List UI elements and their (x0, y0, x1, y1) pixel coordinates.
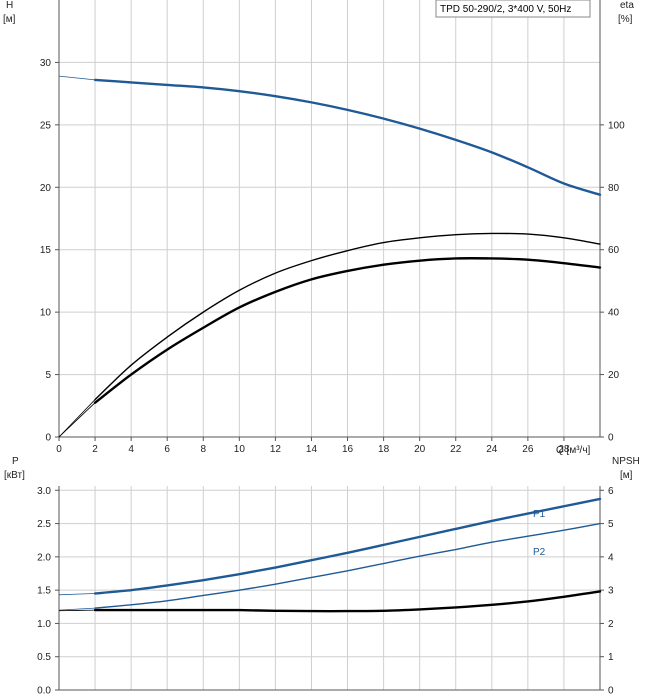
x-tick-label: 22 (450, 444, 462, 455)
y-right-tick-label: 1 (608, 652, 614, 663)
y-right-axis-label: NPSH (612, 456, 640, 467)
x-tick-label: 24 (486, 444, 498, 455)
y-right-tick-label: 0 (608, 686, 614, 697)
series-line (94, 232, 601, 401)
y-left-tick-label: 0.5 (37, 652, 51, 663)
series-line (93, 497, 602, 595)
y-left-tick-label: 3.0 (37, 486, 51, 497)
series-line (93, 78, 602, 196)
y-right-axis-unit: [%] (618, 14, 633, 25)
y-right-axis-unit: [м] (620, 470, 633, 481)
y-left-axis-unit: [м] (3, 14, 16, 25)
y-right-tick-label: 20 (608, 370, 620, 381)
series-line-extension (58, 609, 96, 612)
y-right-tick-label: 80 (608, 183, 620, 194)
y-left-tick-label: 10 (40, 308, 52, 319)
y-right-tick-label: 4 (608, 552, 614, 563)
chart-title: TPD 50-290/2, 3*400 V, 50Hz (440, 4, 571, 15)
y-right-tick-label: 0 (608, 433, 614, 444)
x-tick-label: 2 (92, 444, 98, 455)
legend-box (435, 0, 591, 18)
y-right-tick-label: 40 (608, 308, 620, 319)
y-left-axis-label: P (12, 456, 19, 467)
series-line (93, 590, 602, 613)
x-tick-label: 20 (414, 444, 426, 455)
x-tick-label: 8 (200, 444, 206, 455)
x-tick-label: 0 (56, 444, 62, 455)
y-left-tick-label: 0.0 (37, 686, 51, 697)
x-tick-label: 10 (234, 444, 246, 455)
series-line-extension (58, 75, 96, 81)
y-right-tick-label: 3 (608, 586, 614, 597)
power-npsh-labels: P [кВт] NPSH [м] P1 P2 (4, 456, 640, 558)
x-tick-label: 28 (558, 444, 570, 455)
series-label-p1: P1 (533, 509, 546, 520)
y-right-tick-label: 5 (608, 519, 614, 530)
series-line (94, 522, 601, 609)
y-left-tick-label: 2.5 (37, 519, 51, 530)
y-left-tick-label: 1.5 (37, 586, 51, 597)
y-left-axis-label: H (6, 0, 13, 11)
y-left-tick-label: 30 (40, 58, 52, 69)
series-line-extension (58, 402, 96, 438)
y-right-tick-label: 2 (608, 619, 614, 630)
x-tick-label: 12 (270, 444, 282, 455)
series-line (93, 257, 602, 404)
power-npsh-panel: 0.0 0.5 1.0 1.5 2.0 2.5 3.0 0 1 2 3 4 5 6 (37, 486, 614, 697)
y-right-tick-label: 100 (608, 120, 625, 131)
x-tick-label: 26 (522, 444, 534, 455)
y-right-axis-label: eta (620, 0, 634, 11)
x-tick-label: 18 (378, 444, 390, 455)
y-left-tick-label: 1.0 (37, 619, 51, 630)
series-label-p2: P2 (533, 547, 546, 558)
head-efficiency-labels: H [м] eta [%] Q [м³/ч] TPD 50-290/2, 3*4… (3, 0, 634, 456)
x-tick-label: 4 (128, 444, 134, 455)
y-right-tick-label: 60 (608, 245, 620, 256)
y-left-axis-unit: [кВт] (4, 470, 25, 481)
y-left-tick-label: 15 (40, 245, 52, 256)
x-tick-label: 14 (306, 444, 318, 455)
y-left-tick-label: 5 (45, 370, 51, 381)
y-left-tick-label: 25 (40, 120, 52, 131)
series-line-extension (58, 593, 96, 596)
y-left-tick-label: 2.0 (37, 552, 51, 563)
x-tick-label: 6 (164, 444, 170, 455)
series-line-extension (58, 607, 96, 611)
y-right-tick-label: 6 (608, 486, 614, 497)
y-left-tick-label: 0 (45, 433, 51, 444)
y-left-tick-label: 20 (40, 183, 52, 194)
x-axis-label: Q [м³/ч] (556, 445, 591, 456)
x-tick-label: 16 (342, 444, 354, 455)
